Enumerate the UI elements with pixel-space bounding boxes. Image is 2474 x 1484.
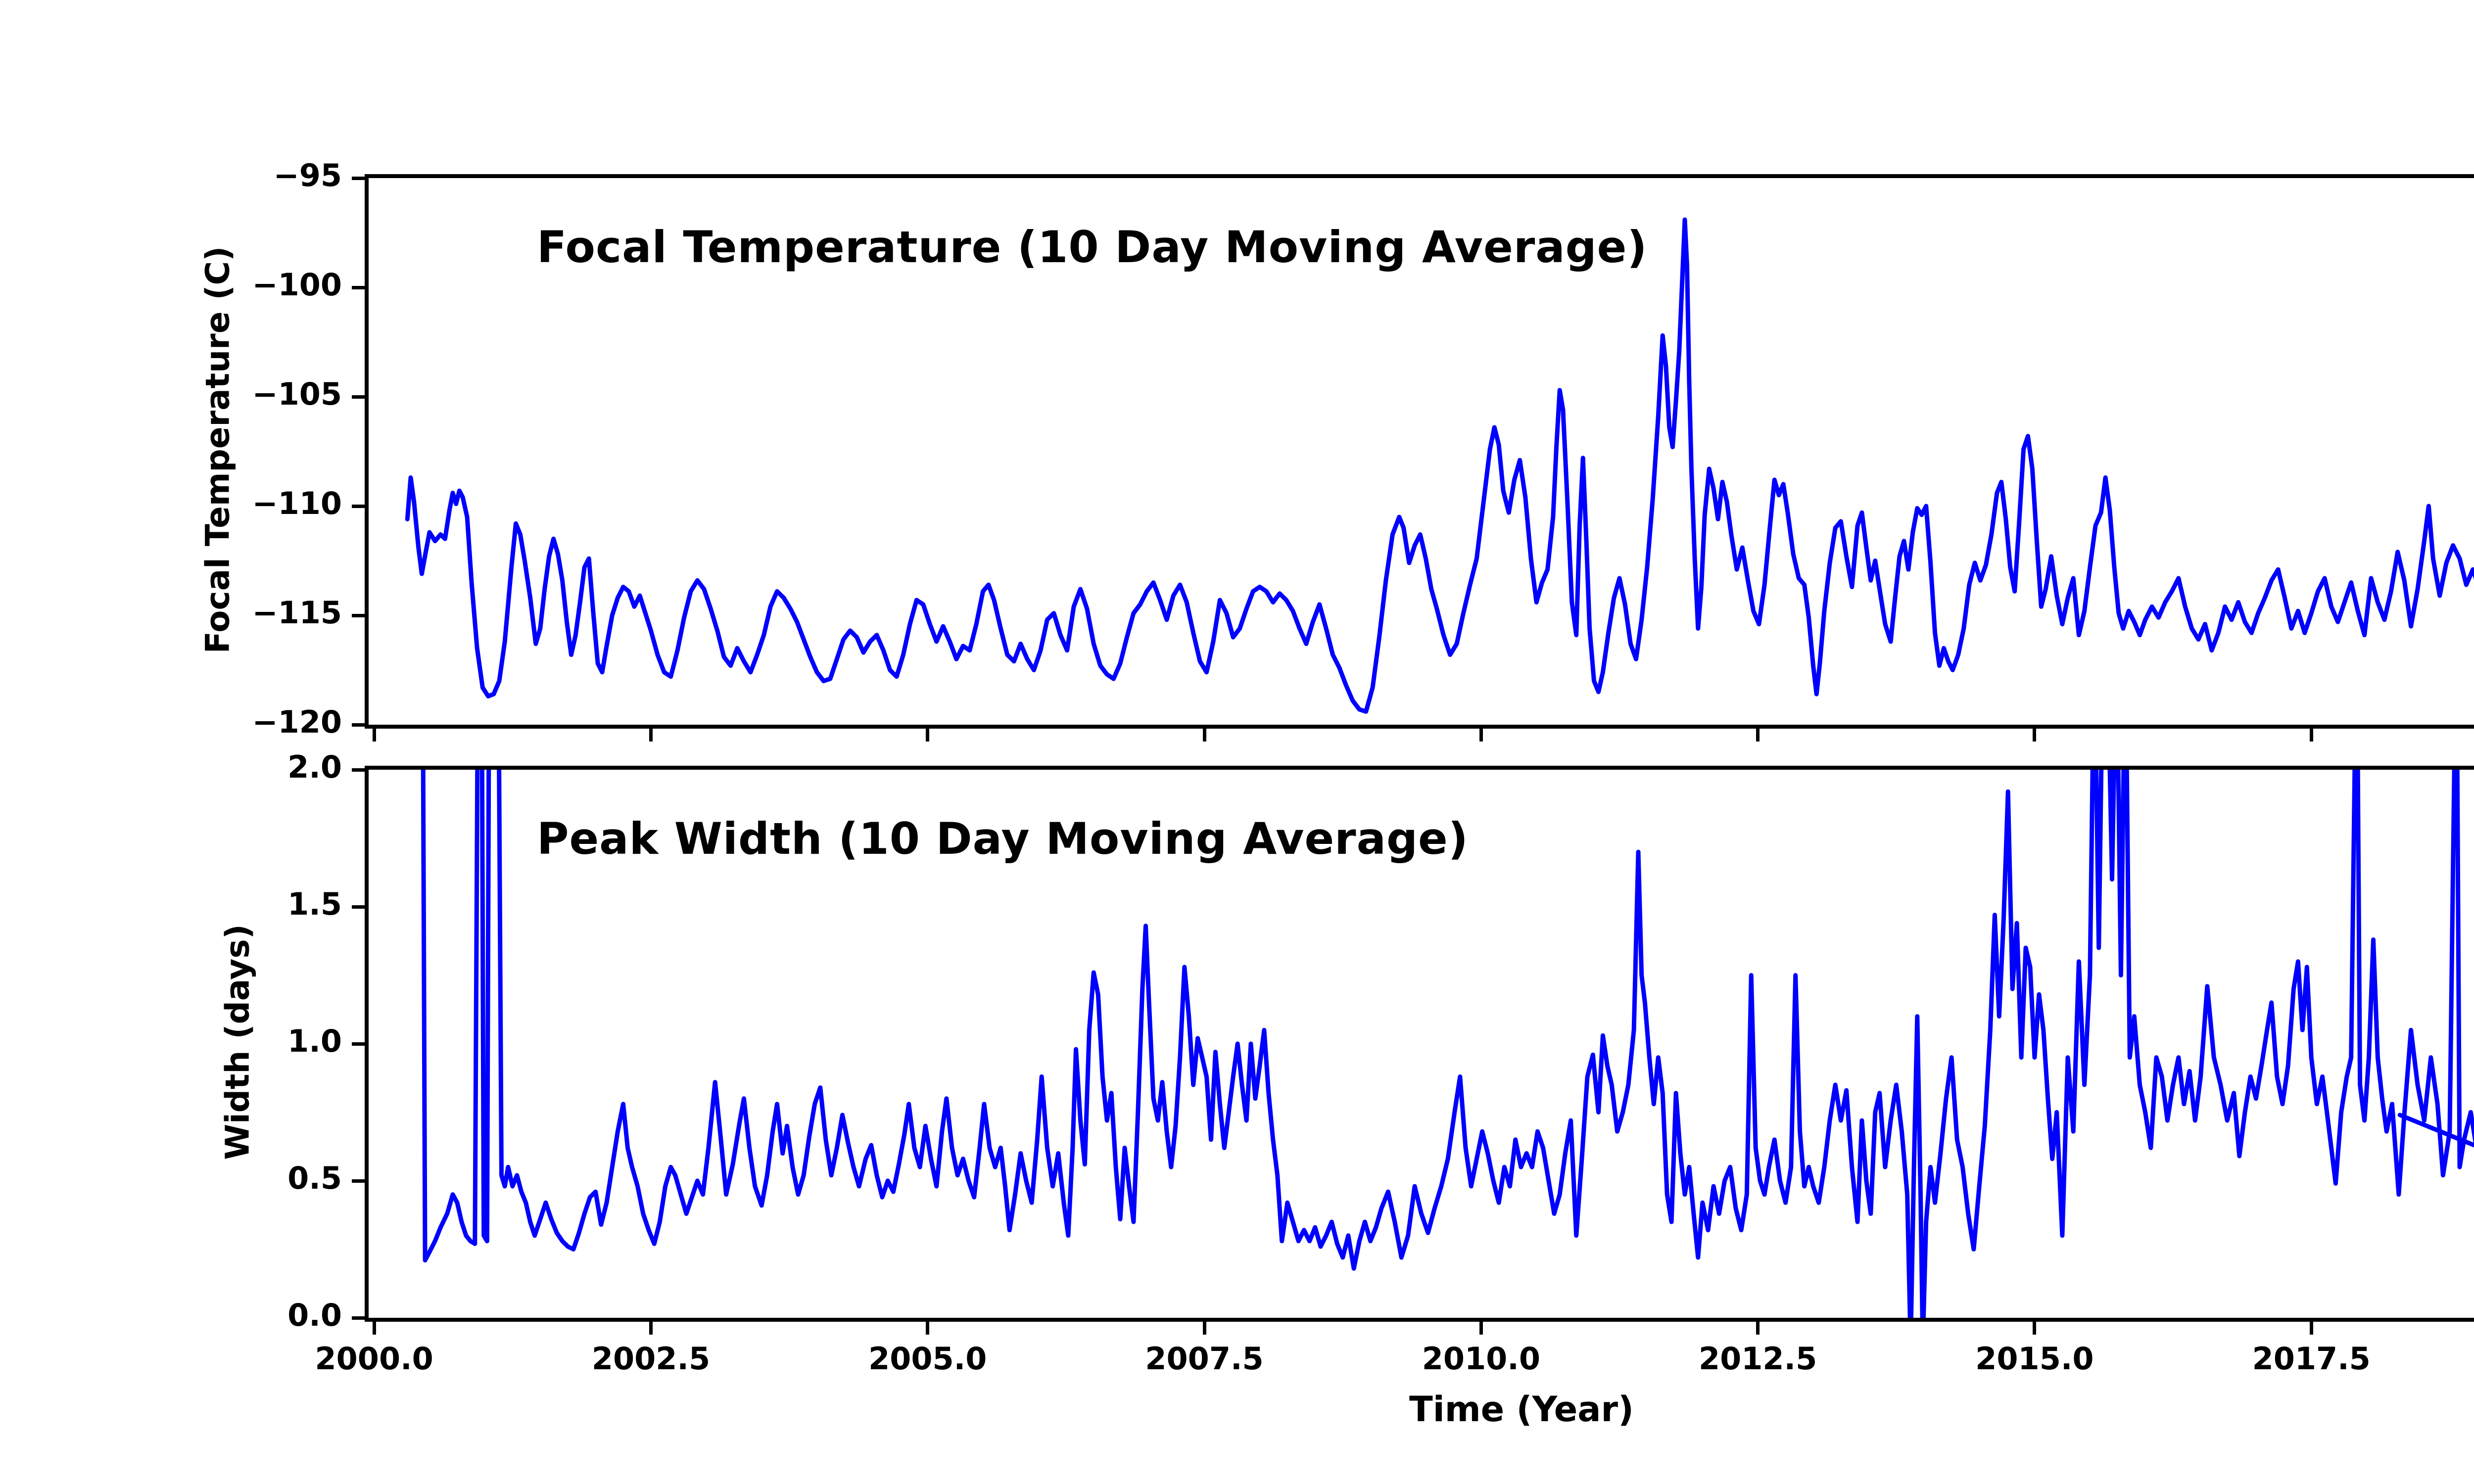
y-tick-mark — [352, 176, 365, 180]
width-axes: Peak Width (10 Day Moving Average) — [365, 766, 2474, 1322]
x-tick-label: 2015.0 — [1975, 1341, 2094, 1377]
y-tick-mark — [352, 905, 365, 909]
width-plot-title: Peak Width (10 Day Moving Average) — [537, 813, 1469, 864]
temperature-plot-title: Focal Temperature (10 Day Moving Average… — [537, 222, 1648, 273]
y-tick-mark — [352, 768, 365, 772]
y-tick-mark — [352, 504, 365, 508]
x-tick-mark — [1479, 729, 1483, 742]
x-tick-mark — [372, 1322, 376, 1335]
y-tick-label: 0.0 — [287, 1297, 342, 1333]
x-tick-label: 2017.5 — [2252, 1341, 2371, 1377]
y-tick-label: −100 — [252, 267, 342, 303]
x-tick-mark — [649, 1322, 653, 1335]
peak_width-series-line — [421, 770, 2474, 1318]
y-tick-mark — [352, 723, 365, 727]
y-tick-label: −110 — [252, 485, 342, 521]
x-tick-label: 2002.5 — [591, 1341, 711, 1377]
x-axis-label: Time (Year) — [1409, 1389, 1634, 1430]
y-tick-label: 1.5 — [287, 886, 342, 922]
x-tick-mark — [926, 1322, 930, 1335]
x-tick-label: 2012.5 — [1698, 1341, 1817, 1377]
x-tick-label: 2005.0 — [868, 1341, 987, 1377]
x-tick-mark — [2309, 729, 2313, 742]
interpolated-gap-line — [2397, 1113, 2474, 1148]
x-tick-mark — [2309, 1322, 2313, 1335]
y-tick-label: −105 — [252, 376, 342, 412]
temperature-y-axis-label: Focal Temperature (C) — [198, 246, 237, 653]
x-tick-mark — [926, 729, 930, 742]
y-tick-mark — [352, 285, 365, 289]
x-tick-mark — [1756, 1322, 1760, 1335]
x-tick-label: 2010.0 — [1422, 1341, 1540, 1377]
y-tick-label: −115 — [252, 595, 342, 631]
focal_temperature-series-line — [405, 217, 2474, 714]
y-tick-mark — [352, 1179, 365, 1183]
x-tick-label: 2007.5 — [1145, 1341, 1264, 1377]
y-tick-label: 2.0 — [287, 749, 342, 785]
width-line-plot — [421, 770, 2474, 1318]
x-tick-mark — [1479, 1322, 1483, 1335]
y-tick-label: −120 — [252, 704, 342, 740]
x-tick-mark — [1202, 1322, 1206, 1335]
y-tick-label: 0.5 — [287, 1160, 342, 1196]
temperature-line-plot — [405, 217, 2474, 714]
x-tick-mark — [2033, 1322, 2037, 1335]
x-tick-mark — [2033, 729, 2037, 742]
y-tick-label: −95 — [273, 157, 342, 193]
y-tick-mark — [352, 1316, 365, 1320]
y-tick-mark — [352, 1042, 365, 1046]
y-tick-mark — [352, 395, 365, 399]
width-y-axis-label: Width (days) — [218, 924, 257, 1160]
x-tick-mark — [649, 729, 653, 742]
y-tick-label: 1.0 — [287, 1023, 342, 1059]
x-tick-mark — [1756, 729, 1760, 742]
y-tick-mark — [352, 613, 365, 617]
x-tick-mark — [1202, 729, 1206, 742]
x-tick-mark — [372, 729, 376, 742]
temperature-axes: Focal Temperature (10 Day Moving Average… — [365, 174, 2474, 729]
x-tick-label: 2000.0 — [315, 1341, 433, 1377]
